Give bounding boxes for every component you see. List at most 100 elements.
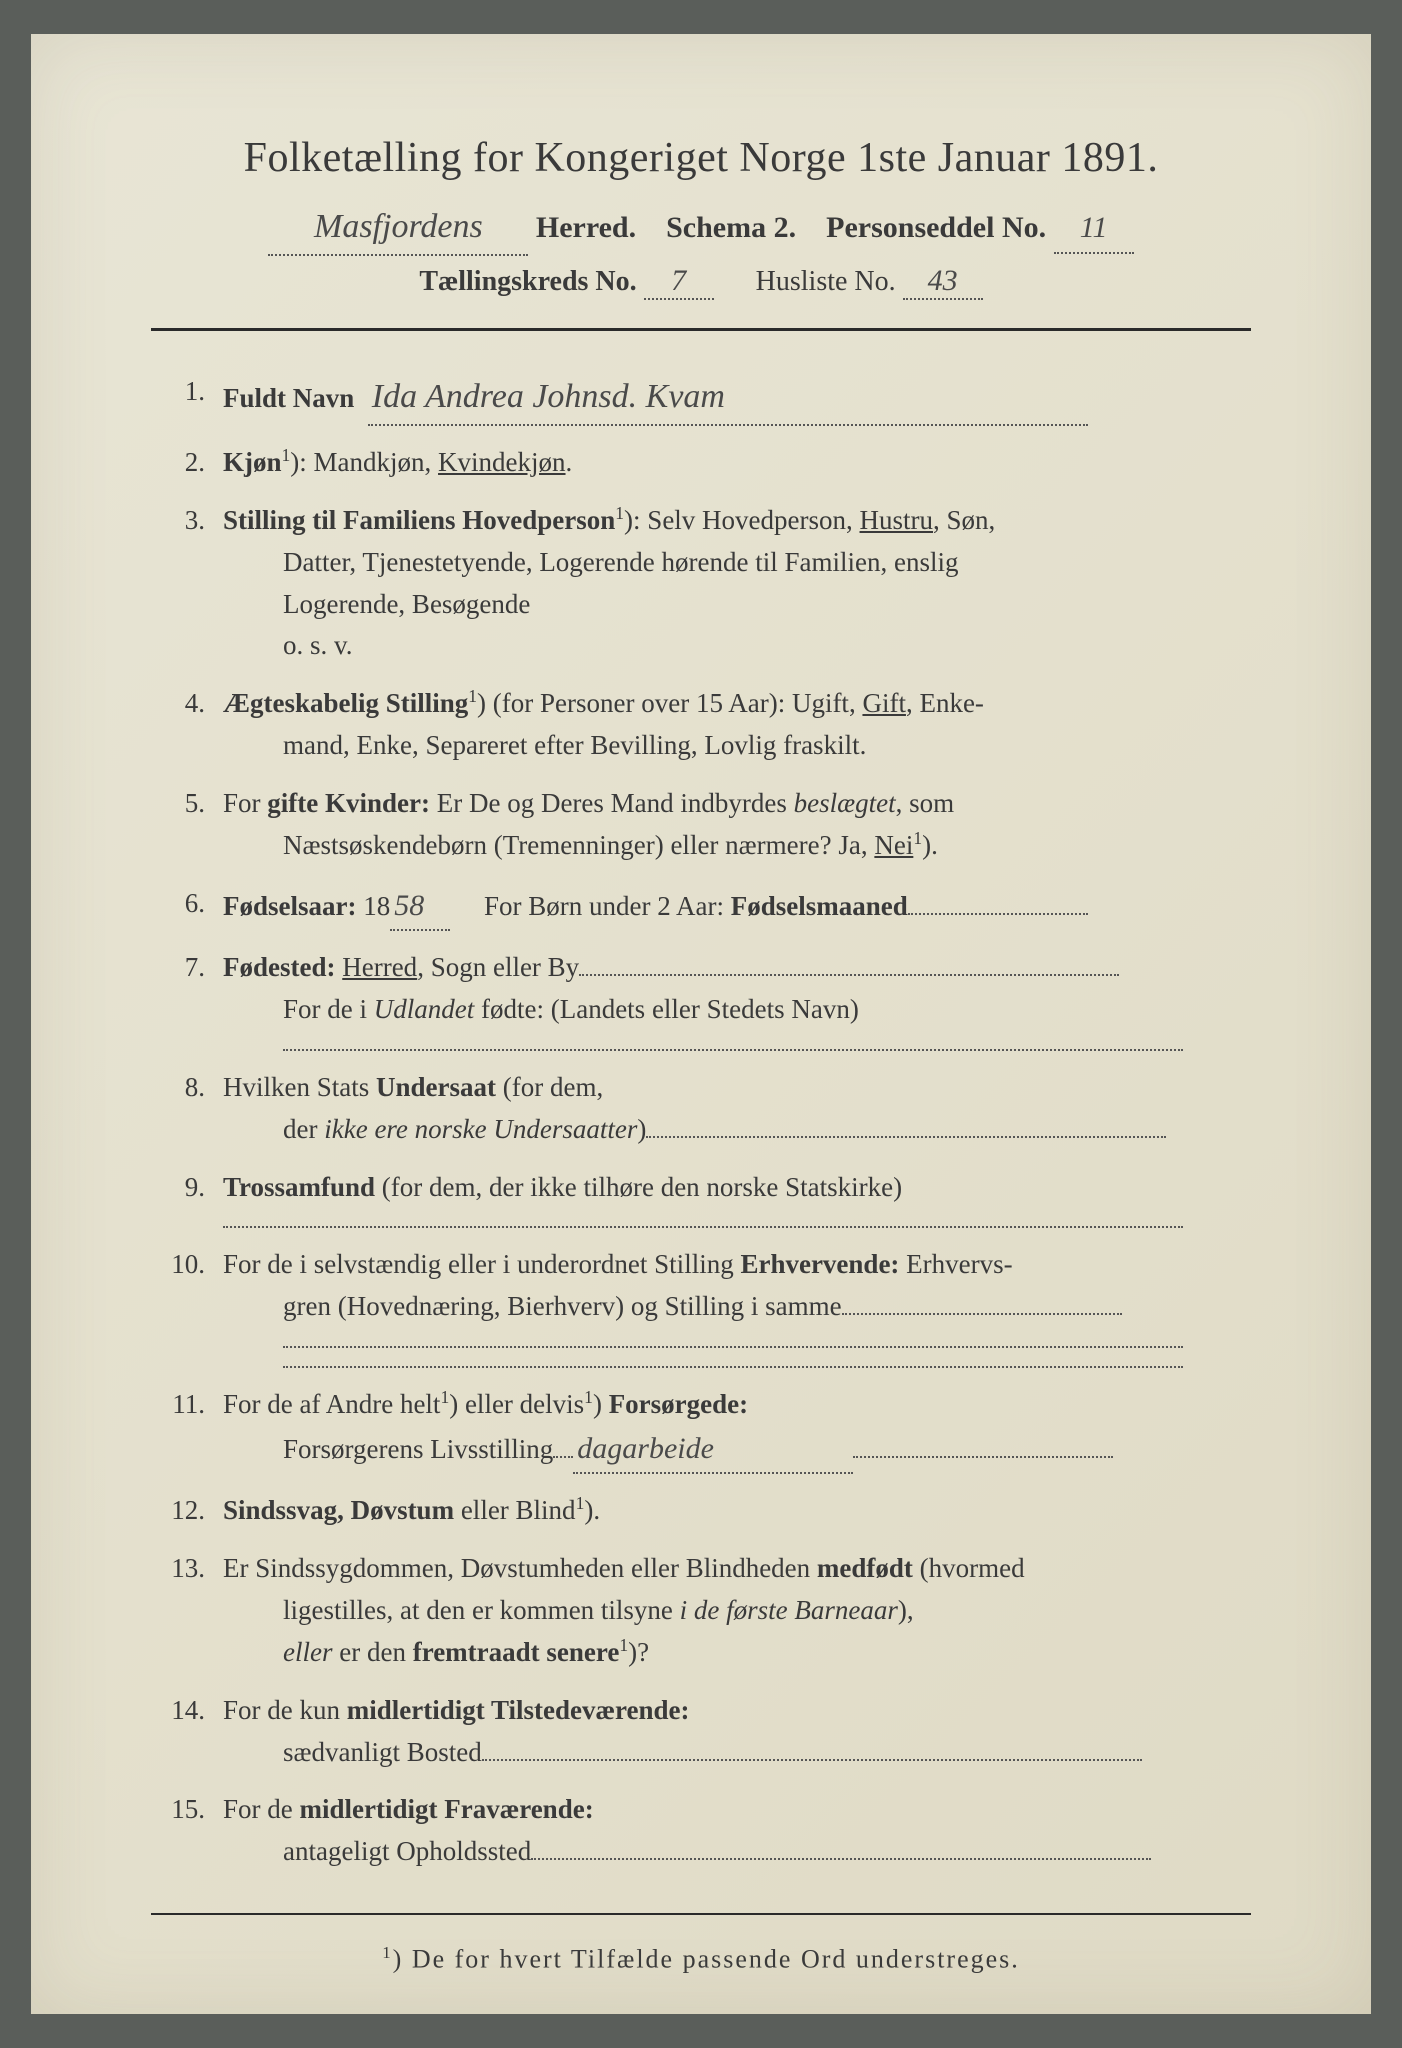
item-5-d: , som (896, 788, 955, 818)
item-5-underlined: Nei (874, 830, 913, 860)
item-2-text: : Mandkjøn, (299, 447, 438, 477)
item-number: 3. (161, 500, 223, 667)
item-number: 4. (161, 683, 223, 767)
item-4-line1: (for Personer over 15 Aar): Ugift, (486, 688, 862, 718)
item-8-line2-italic: ikke ere norske Undersaatter (324, 1114, 637, 1144)
item-8-line2b: ) (637, 1114, 646, 1144)
item-3-line1: : Selv Hovedperson, (633, 505, 859, 535)
item-15-line1: For de (223, 1794, 300, 1824)
form-items: 1. Fuldt Navn Ida Andrea Johnsd. Kvam 2.… (151, 371, 1251, 1873)
item-3: 3. Stilling til Familiens Hovedperson1):… (161, 500, 1251, 667)
schema-label: Schema 2. (666, 211, 796, 244)
item-1: 1. Fuldt Navn Ida Andrea Johnsd. Kvam (161, 371, 1251, 426)
item-3-underlined: Hustru (860, 505, 934, 535)
item-4: 4. Ægteskabelig Stilling1) (for Personer… (161, 683, 1251, 767)
header-line-2: Masfjordens Herred. Schema 2. Personsedd… (151, 200, 1251, 256)
footnote-text: De for hvert Tilfælde passende Ord under… (412, 1945, 1020, 1974)
item-number: 2. (161, 442, 223, 484)
item-9-label: Trossamfund (223, 1172, 375, 1202)
divider-bottom (151, 1913, 1251, 1915)
item-3-label: Stilling til Familiens Hovedperson (223, 505, 615, 535)
item-9: 9. Trossamfund (for dem, der ikke tilhør… (161, 1167, 1251, 1229)
item-13-line3a: eller (283, 1637, 332, 1667)
item-number: 12. (161, 1490, 223, 1532)
item-6-label-b: For Børn under 2 Aar: (484, 891, 724, 921)
item-13-bold2: fremtraadt senere (413, 1637, 620, 1667)
item-number: 10. (161, 1244, 223, 1368)
item-6-label-c: Fødselsmaaned (724, 891, 908, 921)
item-1-label: Fuldt Navn (223, 383, 354, 413)
item-4-underlined: Gift (862, 688, 906, 718)
divider-top (151, 328, 1251, 331)
dotted-fill (283, 1049, 1183, 1051)
item-8-bold: Undersaat (376, 1072, 496, 1102)
item-10-line1b: Erhvervs- (899, 1249, 1012, 1279)
item-4-line2: mand, Enke, Separeret efter Bevilling, L… (223, 725, 1251, 767)
item-15-line2: antageligt Opholdssted (283, 1836, 531, 1866)
item-13-line3c: ? (637, 1637, 649, 1667)
item-9-text: (for dem, der ikke tilhøre den norske St… (375, 1172, 902, 1202)
item-13-line1a: Er Sindssygdommen, Døvstumheden eller Bl… (223, 1553, 817, 1583)
item-number: 1. (161, 371, 223, 426)
item-10-bold: Erhvervende: (740, 1249, 899, 1279)
item-13-line2a: ligestilles, at den er kommen tilsyne (283, 1595, 680, 1625)
item-5-line2a: Næstsøskendebørn (Tremenninger) eller næ… (283, 830, 874, 860)
item-3-line2: Datter, Tjenestetyende, Logerende hørend… (223, 542, 1251, 584)
dotted-fill (646, 1136, 1166, 1138)
dotted-fill (908, 913, 1088, 915)
item-14-line2: sædvanligt Bosted (283, 1737, 482, 1767)
item-11-line2: Forsørgerens Livsstilling (283, 1434, 553, 1464)
item-6: 6. Fødselsaar: 1858 For Børn under 2 Aar… (161, 883, 1251, 932)
item-12-text: eller Blind (454, 1495, 575, 1525)
item-11-line1a: For de af Andre helt (223, 1389, 440, 1419)
herred-label: Herred. (536, 211, 636, 244)
item-10: 10. For de i selvstændig eller i underor… (161, 1244, 1251, 1368)
item-6-label-a: Fødselsaar: (223, 891, 356, 921)
item-13-line3b: er den (332, 1637, 412, 1667)
header-block: Folketælling for Kongeriget Norge 1ste J… (151, 134, 1251, 300)
item-5-b: gifte Kvinder: (267, 788, 430, 818)
item-7-line2b: fødte: (Landets eller Stedets Navn) (474, 994, 859, 1024)
census-form-page: Folketælling for Kongeriget Norge 1ste J… (31, 34, 1371, 2014)
item-number: 13. (161, 1548, 223, 1674)
item-10-line1a: For de i selvstændig eller i underordnet… (223, 1249, 740, 1279)
item-12: 12. Sindssvag, Døvstum eller Blind1). (161, 1490, 1251, 1532)
footnote-marker: 1 (382, 1943, 392, 1962)
item-14-line1: For de kun (223, 1695, 347, 1725)
item-6-year-hw: 58 (390, 883, 450, 932)
item-11: 11. For de af Andre helt1) eller delvis1… (161, 1384, 1251, 1474)
item-7-underlined: Herred (342, 952, 417, 982)
item-number: 14. (161, 1690, 223, 1774)
item-1-name-hw: Ida Andrea Johnsd. Kvam (368, 371, 1088, 426)
dotted-fill (853, 1456, 1113, 1458)
husliste-no: 43 (903, 264, 983, 300)
dotted-fill (482, 1759, 1142, 1761)
main-title: Folketælling for Kongeriget Norge 1ste J… (151, 134, 1251, 182)
item-5-a: For (223, 788, 267, 818)
header-line-3: Tællingskreds No. 7 Husliste No. 43 (151, 264, 1251, 300)
taellingskreds-no: 7 (644, 264, 714, 300)
item-8-line1: Hvilken Stats (223, 1072, 376, 1102)
item-10-line2: gren (Hovednæring, Bierhverv) og Stillin… (283, 1291, 842, 1321)
item-3-line3: Logerende, Besøgende (223, 584, 1251, 626)
item-13-bold1: medfødt (817, 1553, 913, 1583)
item-7-line2a: For de i (283, 994, 374, 1024)
husliste-label: Husliste No. (756, 266, 896, 297)
item-7: 7. Fødested: Herred, Sogn eller By For d… (161, 947, 1251, 1051)
item-13-line2b: ), (898, 1595, 914, 1625)
item-13: 13. Er Sindssygdommen, Døvstumheden elle… (161, 1548, 1251, 1674)
personseddel-no: 11 (1054, 204, 1134, 254)
item-8-line1-tail: (for dem, (496, 1072, 603, 1102)
item-7-line2-italic: Udlandet (374, 994, 475, 1024)
footnote: 1) De for hvert Tilfælde passende Ord un… (151, 1943, 1251, 1975)
dotted-fill (531, 1858, 1151, 1860)
item-number: 15. (161, 1789, 223, 1873)
item-5-line2b: . (931, 830, 938, 860)
item-4-label: Ægteskabelig Stilling (223, 688, 468, 718)
item-3-line1-tail: , Søn, (933, 505, 995, 535)
dotted-fill (223, 1226, 1183, 1228)
item-2: 2. Kjøn1): Mandkjøn, Kvindekjøn. (161, 442, 1251, 484)
item-number: 9. (161, 1167, 223, 1229)
item-12-label: Sindssvag, Døvstum (223, 1495, 454, 1525)
dotted-fill (553, 1456, 573, 1458)
